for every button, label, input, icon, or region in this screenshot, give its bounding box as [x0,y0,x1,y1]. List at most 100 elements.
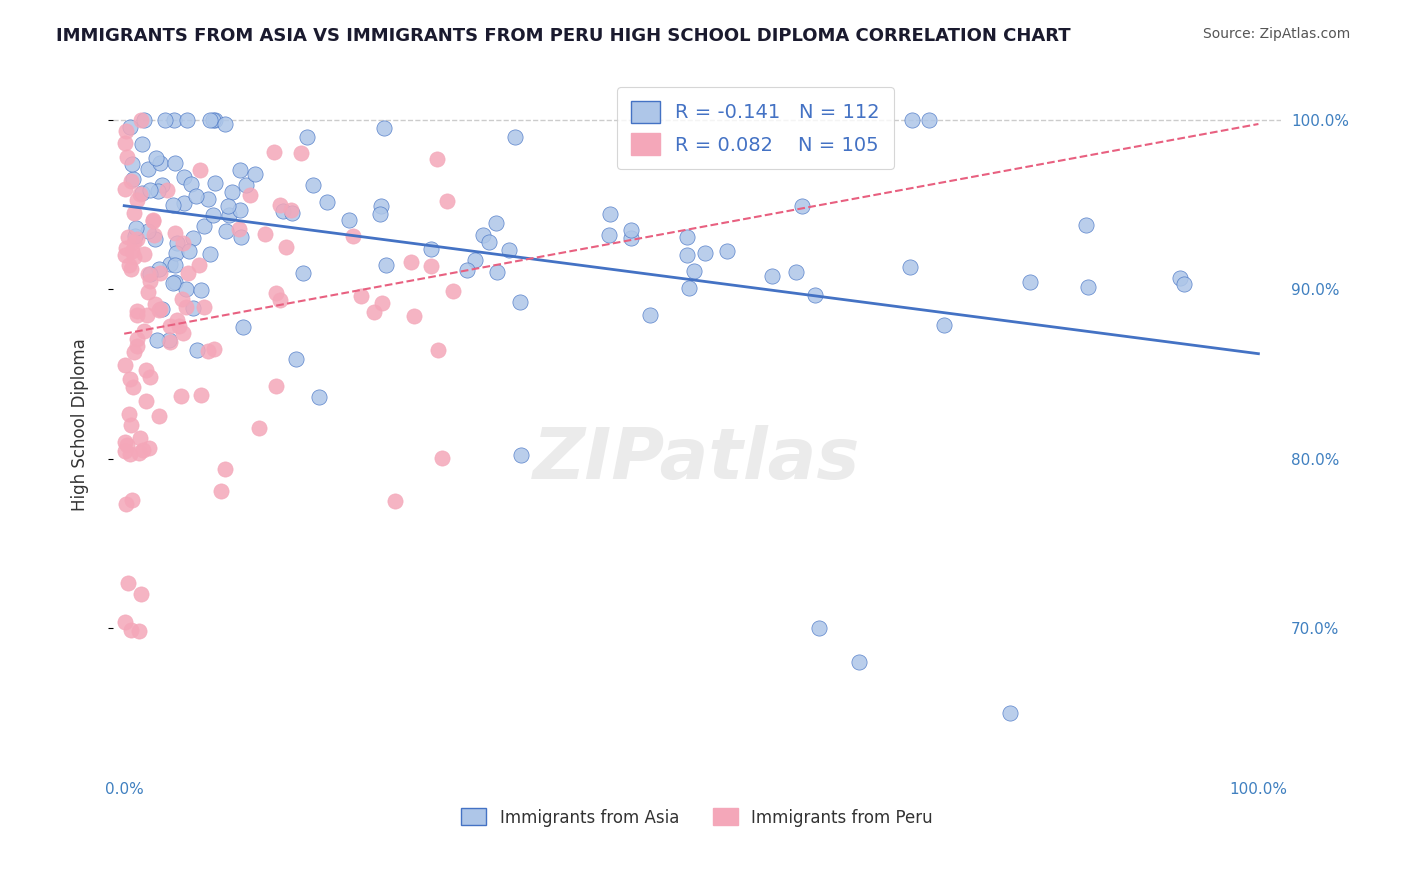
Immigrants from Peru [174,300,197,314]
Immigrants from Peru [350,289,373,303]
Immigrants from Asia [337,212,360,227]
Immigrants from Peru [132,247,155,261]
Immigrants from Peru [117,437,139,451]
Immigrants from Asia [464,252,486,267]
Immigrants from Asia [807,621,830,635]
Immigrants from Peru [122,345,145,359]
Immigrants from Peru [132,324,155,338]
Immigrants from Asia [228,163,250,178]
Immigrants from Asia [163,259,186,273]
Immigrants from Peru [121,492,143,507]
Immigrants from Peru [127,193,149,207]
Immigrants from Peru [127,308,149,322]
Immigrants from Asia [620,222,643,236]
Immigrants from Peru [290,146,312,161]
Immigrants from Peru [371,296,394,310]
Immigrants from Asia [190,283,212,297]
Immigrants from Peru [114,358,136,372]
Immigrants from Peru [274,240,297,254]
Immigrants from Peru [384,494,406,508]
Immigrants from Peru [193,300,215,314]
Immigrants from Peru [120,174,142,188]
Immigrants from Peru [169,319,191,334]
Immigrants from Asia [159,257,181,271]
Immigrants from Asia [598,228,620,243]
Immigrants from Peru [441,284,464,298]
Immigrants from Peru [114,136,136,151]
Immigrants from Peru [204,343,226,357]
Immigrants from Peru [253,227,276,242]
Immigrants from Peru [121,244,143,258]
Immigrants from Asia [150,178,173,192]
Immigrants from Asia [125,221,148,235]
Immigrants from Asia [419,242,441,256]
Immigrants from Asia [898,260,921,274]
Immigrants from Asia [599,207,621,221]
Immigrants from Peru [117,230,139,244]
Legend: Immigrants from Asia, Immigrants from Peru: Immigrants from Asia, Immigrants from Pe… [454,802,939,833]
Immigrants from Asia [678,281,700,295]
Immigrants from Asia [675,230,697,244]
Immigrants from Asia [901,112,924,127]
Immigrants from Asia [165,245,187,260]
Immigrants from Asia [163,112,186,127]
Immigrants from Peru [125,332,148,346]
Immigrants from Asia [181,301,204,316]
Immigrants from Asia [198,247,221,261]
Immigrants from Peru [280,202,302,217]
Immigrants from Asia [271,204,294,219]
Immigrants from Asia [214,117,236,131]
Immigrants from Peru [166,313,188,327]
Immigrants from Asia [157,333,180,347]
Immigrants from Peru [159,318,181,333]
Immigrants from Peru [138,441,160,455]
Immigrants from Asia [181,231,204,245]
Immigrants from Asia [204,112,226,127]
Immigrants from Asia [229,203,252,218]
Immigrants from Asia [456,263,478,277]
Immigrants from Asia [146,185,169,199]
Immigrants from Peru [122,380,145,394]
Immigrants from Asia [232,320,254,334]
Immigrants from Peru [120,447,142,461]
Immigrants from Peru [136,285,159,299]
Immigrants from Peru [427,343,450,357]
Immigrants from Asia [118,120,141,135]
Immigrants from Asia [316,194,339,209]
Immigrants from Asia [1019,275,1042,289]
Immigrants from Asia [1077,279,1099,293]
Immigrants from Peru [172,326,194,340]
Immigrants from Peru [114,435,136,450]
Immigrants from Asia [131,136,153,151]
Immigrants from Asia [716,244,738,259]
Immigrants from Asia [218,208,240,222]
Immigrants from Asia [503,129,526,144]
Immigrants from Peru [214,462,236,476]
Immigrants from Asia [201,112,224,127]
Immigrants from Asia [153,112,176,127]
Immigrants from Asia [122,172,145,186]
Immigrants from Peru [247,421,270,435]
Immigrants from Peru [120,262,142,277]
Immigrants from Asia [373,120,395,135]
Immigrants from Asia [934,318,956,332]
Immigrants from Asia [200,112,222,127]
Immigrants from Peru [120,418,142,433]
Immigrants from Peru [148,409,170,423]
Immigrants from Peru [115,150,138,164]
Immigrants from Peru [135,394,157,409]
Immigrants from Asia [145,151,167,165]
Immigrants from Peru [139,274,162,288]
Immigrants from Asia [693,245,716,260]
Immigrants from Asia [136,224,159,238]
Immigrants from Asia [184,189,207,203]
Immigrants from Asia [1168,271,1191,285]
Immigrants from Peru [197,343,219,358]
Immigrants from Asia [148,262,170,277]
Immigrants from Asia [638,309,661,323]
Immigrants from Asia [174,283,197,297]
Immigrants from Asia [138,267,160,281]
Text: IMMIGRANTS FROM ASIA VS IMMIGRANTS FROM PERU HIGH SCHOOL DIPLOMA CORRELATION CHA: IMMIGRANTS FROM ASIA VS IMMIGRANTS FROM … [56,27,1071,45]
Immigrants from Peru [114,443,136,458]
Immigrants from Asia [204,176,226,190]
